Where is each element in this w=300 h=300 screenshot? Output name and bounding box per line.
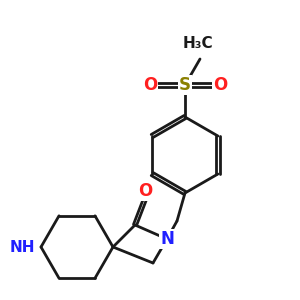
Text: S: S xyxy=(179,76,191,94)
Text: O: O xyxy=(143,76,157,94)
Text: O: O xyxy=(138,182,152,200)
Text: H: H xyxy=(185,36,198,51)
Text: NH: NH xyxy=(10,239,35,254)
Text: H₃C: H₃C xyxy=(183,36,213,51)
Text: N: N xyxy=(160,230,174,248)
Text: O: O xyxy=(213,76,227,94)
